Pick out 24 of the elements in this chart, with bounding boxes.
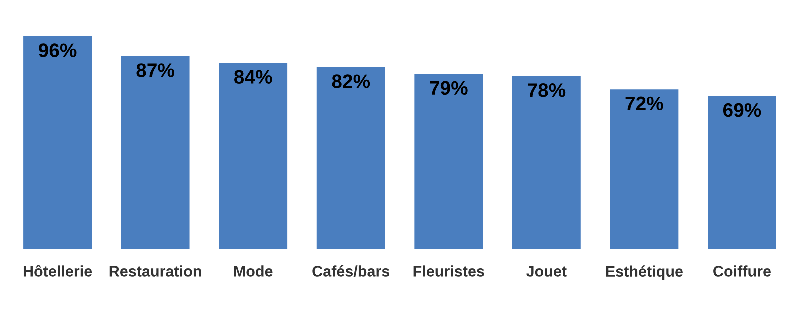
data-label: 69% — [723, 103, 762, 118]
x-tick-label: Coiffure — [714, 266, 771, 277]
data-label: 84% — [234, 70, 272, 84]
bar — [121, 56, 190, 249]
x-tick-label: Jouet — [526, 266, 567, 277]
x-tick-label: Hôtellerie — [24, 265, 92, 277]
data-label: 72% — [626, 96, 664, 111]
bar — [24, 36, 92, 249]
x-tick-label: Cafés/bars — [312, 266, 390, 278]
bar — [610, 90, 679, 249]
data-label: 96% — [38, 44, 77, 58]
bar — [414, 74, 484, 249]
bar — [219, 63, 288, 249]
bar — [708, 96, 776, 249]
x-tick-label: Fleuristes — [414, 266, 484, 277]
bar — [512, 76, 581, 249]
x-tick-label: Mode — [234, 266, 273, 277]
data-label: 82% — [332, 74, 370, 88]
bar — [316, 68, 386, 249]
data-label: 78% — [528, 84, 566, 98]
x-tick-label: Restauration — [110, 266, 202, 277]
data-label: 87% — [136, 64, 175, 78]
x-tick-label: Esthétique — [606, 266, 683, 280]
data-label: 79% — [430, 81, 468, 96]
